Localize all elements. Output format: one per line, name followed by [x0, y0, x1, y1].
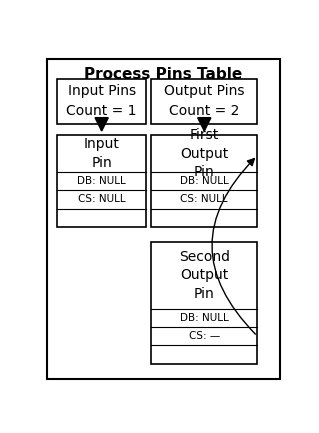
Bar [57, 135, 146, 227]
Text: CS: NULL: CS: NULL [181, 194, 228, 204]
Text: DB: NULL: DB: NULL [77, 176, 126, 186]
Bar [151, 242, 257, 364]
Text: DB: NULL: DB: NULL [180, 176, 229, 186]
Text: Second
Output
Pin: Second Output Pin [179, 250, 230, 301]
Text: Process Pins Table: Process Pins Table [84, 67, 243, 82]
Text: Input
Pin: Input Pin [84, 137, 120, 170]
Text: CS: NULL: CS: NULL [78, 194, 125, 204]
Text: First
Output
Pin: First Output Pin [180, 128, 228, 179]
Text: DB: NULL: DB: NULL [180, 313, 229, 323]
Bar [151, 79, 257, 124]
Bar [57, 79, 146, 124]
Text: Input Pins
Count = 1: Input Pins Count = 1 [66, 84, 137, 118]
Text: Output Pins
Count = 2: Output Pins Count = 2 [164, 84, 245, 118]
Text: CS: —: CS: — [189, 331, 220, 341]
FancyArrowPatch shape [212, 158, 256, 334]
Bar [151, 135, 257, 227]
